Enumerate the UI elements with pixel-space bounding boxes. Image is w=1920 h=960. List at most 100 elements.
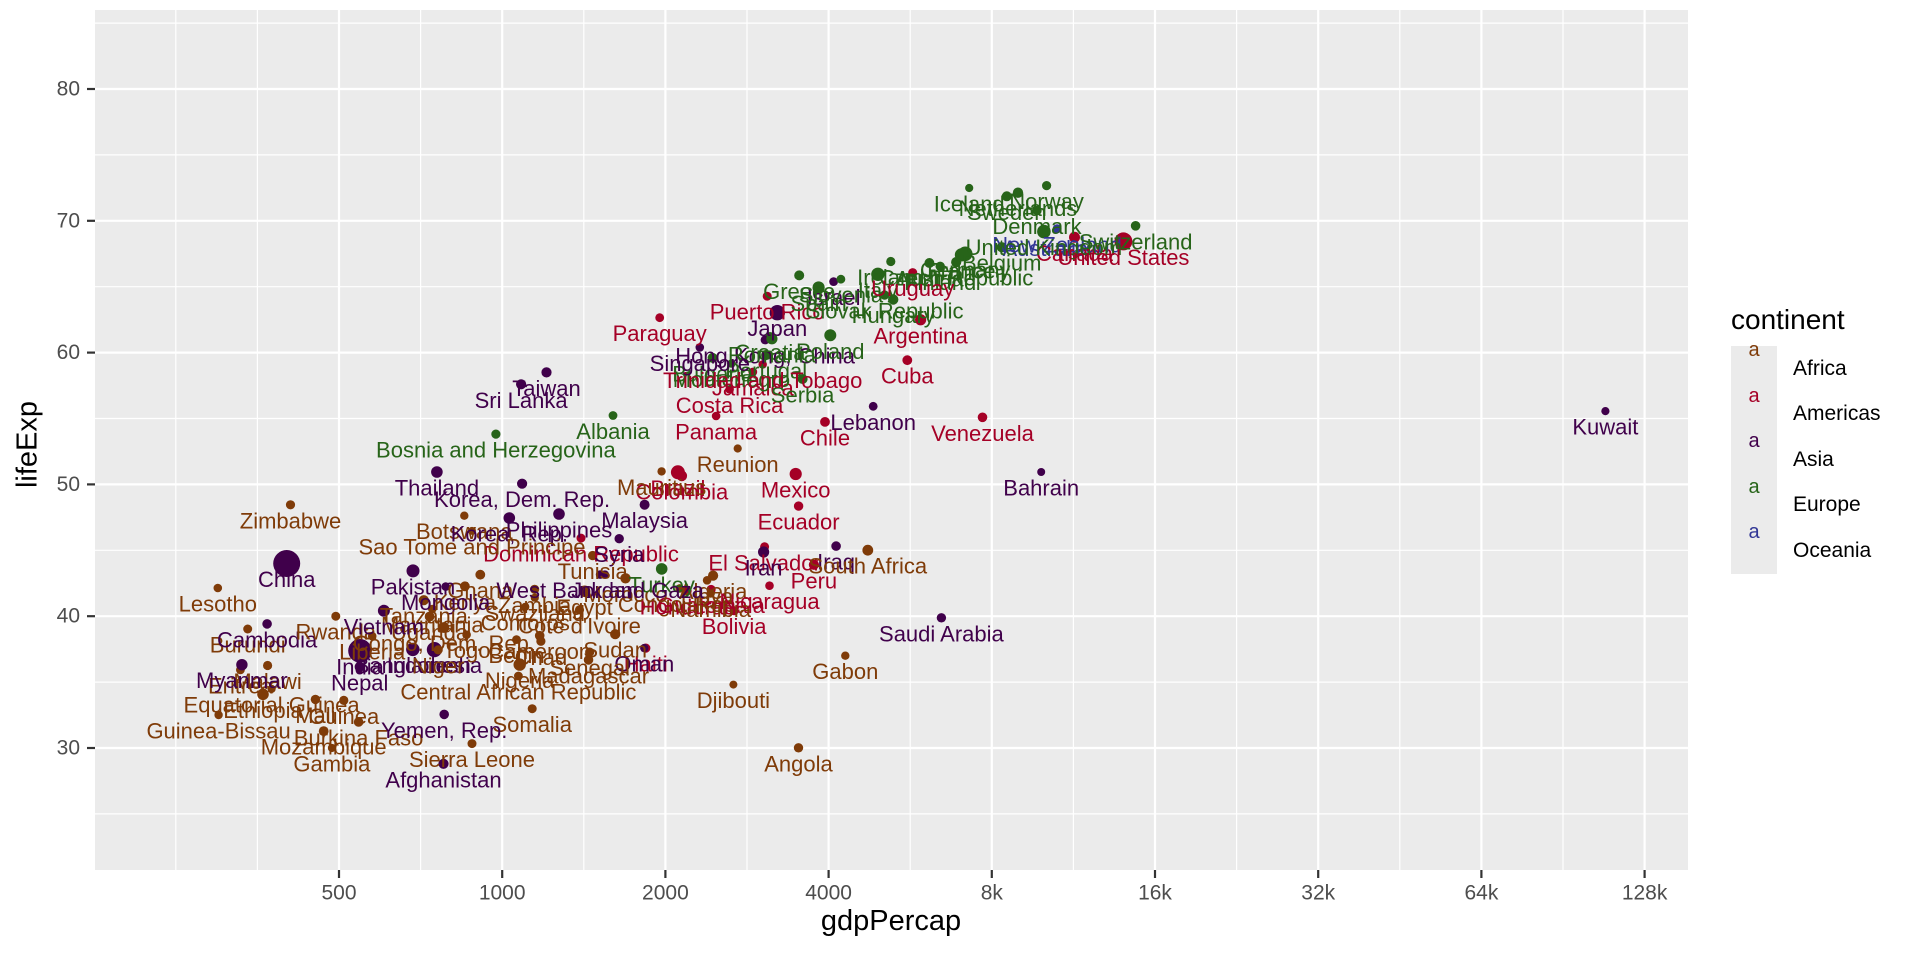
data-point <box>406 564 420 578</box>
point-label: Algeria <box>679 579 748 604</box>
point-label: Ethiopia <box>223 698 303 723</box>
data-points <box>213 181 1610 769</box>
point-label: Slovenia <box>799 283 884 308</box>
x-tick-label: 4000 <box>805 882 852 905</box>
data-point <box>516 379 527 390</box>
minor-gridlines <box>95 10 1688 870</box>
x-tick-label: 8k <box>981 882 1004 905</box>
legend-key-swatch: a <box>1731 386 1777 437</box>
data-point <box>676 470 688 482</box>
point-label: Zimbabwe <box>240 508 341 533</box>
point-label: India <box>336 654 384 679</box>
point-label: Burkina Faso <box>294 726 424 751</box>
data-point <box>213 583 223 593</box>
point-label: Somalia <box>492 712 572 737</box>
point-label: Liberia <box>339 640 406 665</box>
x-tick-label: 64k <box>1464 882 1498 905</box>
point-label: Trinidad and Tobago <box>663 368 862 393</box>
point-label: Paraguay <box>613 321 707 346</box>
data-point <box>812 281 825 294</box>
point-label: Germany <box>920 257 1010 282</box>
legend-item-label: Americas <box>1793 402 1881 426</box>
data-point <box>608 411 618 420</box>
point-label: Mexico <box>761 478 831 503</box>
point-label: Kenya <box>434 590 497 615</box>
y-tick-label: 80 <box>57 78 80 101</box>
point-label: Saudi Arabia <box>879 621 1005 646</box>
point-label: Malawi <box>233 669 301 694</box>
data-point <box>758 360 767 369</box>
point-label: Mongolia <box>401 590 491 615</box>
data-point <box>862 544 874 556</box>
legend-title: continent <box>1731 304 1845 335</box>
axis-tick-labels: 500 1000 2000 4000 8k 16k 32k 64k 128k 30 40 50 60 70… <box>57 78 1668 905</box>
data-point <box>243 624 253 634</box>
point-label: Mauritania <box>381 613 484 638</box>
point-label: Austria <box>895 267 964 292</box>
data-point <box>695 343 705 352</box>
data-point <box>285 500 296 510</box>
data-point <box>588 550 598 561</box>
point-label: Bahrain <box>1003 476 1079 501</box>
point-label: Japan <box>747 316 807 341</box>
point-label: Djibouti <box>697 688 770 713</box>
data-point <box>327 743 336 753</box>
data-point <box>462 630 471 639</box>
data-point <box>902 355 913 366</box>
data-point <box>820 417 830 427</box>
point-label: Honduras <box>640 595 735 620</box>
point-label: Philippines <box>506 518 612 543</box>
point-label: Rwanda <box>295 620 376 645</box>
legend-key-glyph: a <box>1748 384 1760 407</box>
legend-item-label: Oceania <box>1793 538 1872 562</box>
point-label: Mauritius <box>617 475 706 500</box>
x-tick-label: 500 <box>321 882 356 905</box>
data-point <box>541 367 552 378</box>
point-label: Dominican Republic <box>483 542 679 567</box>
point-label: Haiti <box>624 652 668 677</box>
data-point <box>331 611 341 621</box>
data-point <box>1130 221 1141 231</box>
legend-item-label: Europe <box>1793 493 1861 517</box>
data-point <box>707 352 718 363</box>
data-point <box>640 643 649 653</box>
data-point <box>868 401 878 411</box>
data-point <box>766 333 778 345</box>
data-point <box>733 444 742 453</box>
legend-item-asia: a Asia <box>1731 431 1919 483</box>
point-label: Puerto Rico <box>710 300 825 325</box>
data-point <box>824 329 837 342</box>
point-label: Zambia <box>498 593 572 618</box>
data-point <box>467 739 477 749</box>
point-label: Switzerland <box>1079 229 1193 254</box>
x-tick-label: 1000 <box>479 882 526 905</box>
point-label: Iran <box>745 556 783 581</box>
point-label: United Kingdom <box>966 235 1123 260</box>
point-label: Albania <box>576 419 650 444</box>
data-point <box>318 726 329 736</box>
data-point <box>1114 232 1133 251</box>
data-point <box>711 411 721 421</box>
point-label: Mozambique <box>261 735 387 760</box>
legend-item-label: Asia <box>1793 447 1834 471</box>
point-label: Central African Republic <box>400 680 636 705</box>
data-point <box>808 559 820 570</box>
legend-key-swatch: a <box>1731 522 1777 574</box>
point-label: Guinea-Bissau <box>146 719 290 744</box>
point-label: Yemen, Rep. <box>381 718 507 743</box>
point-label: Italy <box>858 278 898 303</box>
y-tick-label: 60 <box>57 341 80 364</box>
point-label: South Africa <box>808 554 927 579</box>
point-label: El Salvador <box>708 550 821 575</box>
data-point <box>310 694 321 705</box>
point-label: Vietnam <box>344 614 424 639</box>
point-label: Brazil <box>650 476 705 501</box>
point-label: Peru <box>791 568 837 593</box>
data-point <box>794 270 805 281</box>
data-point <box>1037 224 1051 239</box>
legend-key-glyph: a <box>1748 430 1760 452</box>
point-label: Venezuela <box>931 421 1035 446</box>
data-point <box>574 605 585 615</box>
point-labels: Afghanistan Albania Algeria Angola Argentina… <box>146 189 1638 792</box>
